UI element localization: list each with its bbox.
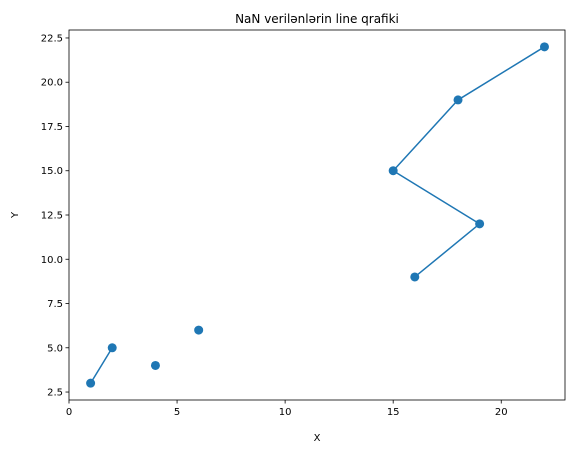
x-tick-label: 0 xyxy=(66,407,72,418)
y-tick-label: 12.5 xyxy=(41,211,63,222)
x-tick-label: 20 xyxy=(495,407,508,418)
x-tick-label: 15 xyxy=(387,407,400,418)
data-point xyxy=(539,42,549,52)
data-point xyxy=(194,325,204,335)
data-point xyxy=(388,166,398,176)
data-point xyxy=(86,378,96,388)
y-axis: 2.5 5.0 7.5 10.0 12.5 15.0 17.5 20.0 22.5 xyxy=(41,33,69,399)
data-point xyxy=(410,272,420,282)
y-axis-label: Y xyxy=(10,211,21,219)
y-tick-label: 20.0 xyxy=(41,78,63,89)
series-layer xyxy=(86,42,549,388)
data-point xyxy=(453,95,463,105)
series-line-segment xyxy=(89,347,113,384)
y-tick-label: 10.0 xyxy=(41,255,63,266)
y-tick-label: 15.0 xyxy=(41,166,63,177)
x-axis: 0 5 10 15 20 xyxy=(66,400,508,418)
data-point xyxy=(107,343,117,353)
y-tick-label: 22.5 xyxy=(41,33,63,44)
y-tick-label: 17.5 xyxy=(41,122,63,133)
data-point xyxy=(150,360,160,370)
y-tick-label: 7.5 xyxy=(47,299,63,310)
y-tick-label: 5.0 xyxy=(47,343,63,354)
chart-title: NaN verilənlərin line qrafiki xyxy=(235,12,399,26)
x-tick-label: 5 xyxy=(174,407,180,418)
data-point xyxy=(475,219,485,229)
y-tick-label: 2.5 xyxy=(47,388,63,399)
x-tick-label: 10 xyxy=(279,407,292,418)
x-axis-label: X xyxy=(314,433,321,444)
